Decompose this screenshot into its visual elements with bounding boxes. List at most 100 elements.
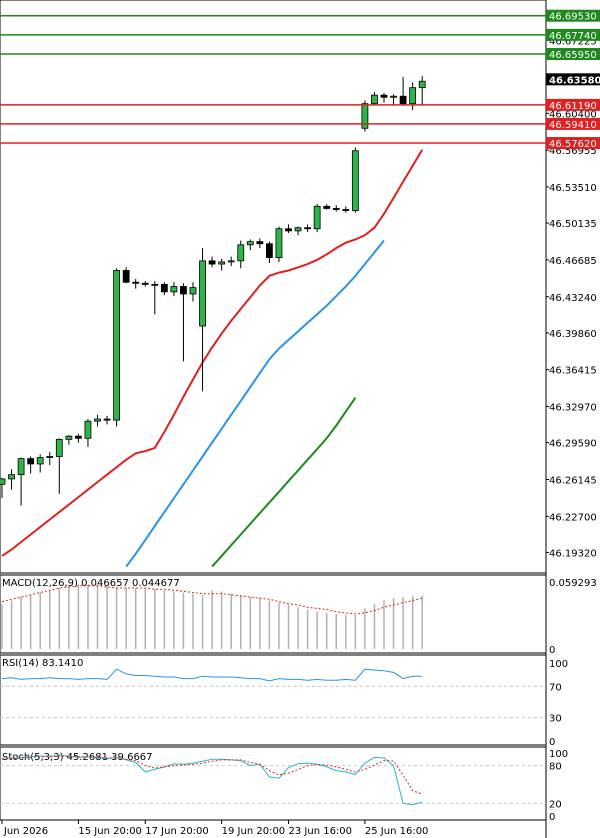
price-tick-label: 46.56955: [549, 146, 597, 157]
candle-body: [399, 95, 407, 105]
stoch-tick-label: 0: [549, 812, 555, 823]
candle-body: [418, 80, 426, 89]
rsi-tick-label: 70: [549, 682, 562, 693]
time-tick-label: 12 Jun 2026: [0, 826, 48, 837]
candle-body: [46, 456, 54, 458]
candle-body: [323, 205, 331, 209]
candle-body: [94, 418, 101, 422]
candle-body: [189, 287, 197, 295]
time-tick-label: 23 Jun 16:00: [289, 826, 353, 837]
candle-body: [27, 458, 35, 465]
level-label-box: [546, 9, 600, 22]
candle-body: [342, 209, 350, 211]
stoch-tick-label: 100: [549, 749, 568, 760]
macd-label: MACD(12,26,9) 0.046657 0.044677: [2, 578, 180, 589]
candle-body: [103, 418, 111, 421]
stoch-d-line: [1, 755, 423, 795]
candle-body: [275, 228, 283, 259]
candle-body: [180, 286, 187, 295]
level-label-box: [546, 117, 600, 130]
candle-body: [151, 283, 159, 286]
rsi-panel: RSI(14) 83.1410 100 70 30 0: [0, 658, 568, 748]
candle-body: [390, 95, 397, 98]
candlestick-series: [0, 75, 426, 506]
time-tick-label: 25 Jun 16:00: [365, 826, 429, 837]
time-tick-label: 19 Jun 20:00: [222, 826, 286, 837]
level-label-box: [546, 137, 600, 150]
panel-border: [0, 0, 547, 574]
price-tick-label: 46.26145: [549, 476, 597, 487]
price-tick-label: 46.50135: [549, 219, 597, 230]
horizontal-levels: [0, 14, 546, 144]
macd-signal-line: [1, 585, 423, 615]
price-tick-label: 46.46685: [549, 256, 597, 267]
candle-body: [36, 457, 44, 465]
level-label: 46.69530: [549, 12, 597, 23]
price-tick-label: 46.39860: [549, 329, 597, 340]
moving-average-line: [1, 149, 424, 557]
candle-body: [122, 270, 130, 283]
price-tick-label: 46.36415: [549, 366, 597, 377]
price-tick-label: 46.43240: [549, 293, 597, 304]
price-tick-label: 46.22700: [549, 512, 597, 523]
level-label-box: [546, 98, 600, 111]
candle-body: [371, 94, 378, 105]
stoch-tick-label: 20: [549, 799, 562, 810]
price-tick-label: 46.67225: [549, 36, 597, 47]
price-panel: [0, 14, 546, 568]
price-tick-label: 46.32970: [549, 403, 597, 414]
rsi-line: [1, 668, 423, 682]
candle-body: [304, 227, 312, 230]
level-label: 46.65950: [549, 50, 597, 61]
macd-tick-label: 0.059293: [549, 578, 597, 589]
current-price-box: [546, 73, 600, 86]
candle-body: [170, 286, 178, 293]
candle-body: [380, 94, 388, 98]
rsi-tick-label: 0: [549, 737, 555, 748]
rsi-label: RSI(14) 83.1410: [2, 658, 83, 669]
stoch-tick-label: 80: [549, 762, 562, 773]
candle-body: [132, 281, 140, 284]
current-price-label: 46.63580: [549, 75, 600, 86]
candle-body: [256, 241, 264, 245]
level-label: 46.61190: [549, 101, 597, 112]
price-tick-label: 46.29590: [549, 439, 597, 450]
stoch-k-line: [2, 754, 423, 806]
candle-body: [75, 435, 82, 439]
macd-panel: MACD(12,26,9) 0.046657 0.044677 0.059293…: [1, 578, 597, 656]
price-tick-label: 46.19320: [549, 548, 597, 559]
candle-body: [141, 282, 149, 285]
panel-frames: [0, 0, 547, 838]
candle-body: [285, 228, 292, 232]
candle-body: [65, 435, 73, 440]
rsi-tick-label: 30: [549, 714, 562, 725]
level-label: 46.57620: [549, 139, 597, 150]
candle-body: [246, 241, 254, 246]
time-tick-label: 17 Jun 20:00: [145, 826, 209, 837]
candle-body: [84, 420, 92, 439]
candle-body: [313, 205, 321, 230]
candle-body: [0, 478, 6, 485]
price-tick-label: 46.60400: [549, 109, 597, 120]
candle-body: [160, 283, 168, 293]
candle-body: [199, 260, 206, 327]
candle-body: [227, 260, 235, 263]
candle-body: [208, 260, 216, 265]
candle-body: [55, 438, 63, 457]
price-tick-label: 46.53510: [549, 183, 597, 194]
time-tick-label: 15 Jun 20:00: [78, 826, 142, 837]
moving-average-line: [125, 239, 385, 568]
level-label-box: [546, 28, 600, 41]
candle-body: [218, 261, 226, 265]
moving-average-line: [211, 397, 357, 568]
rsi-tick-label: 100: [549, 659, 568, 670]
candle-body: [409, 87, 417, 105]
price-axis: 46.6953046.6722546.6375546.6040046.56955…: [546, 9, 600, 559]
candle-body: [361, 103, 369, 129]
level-label: 46.59410: [549, 120, 597, 131]
candle-body: [351, 150, 359, 211]
candle-body: [294, 227, 302, 232]
